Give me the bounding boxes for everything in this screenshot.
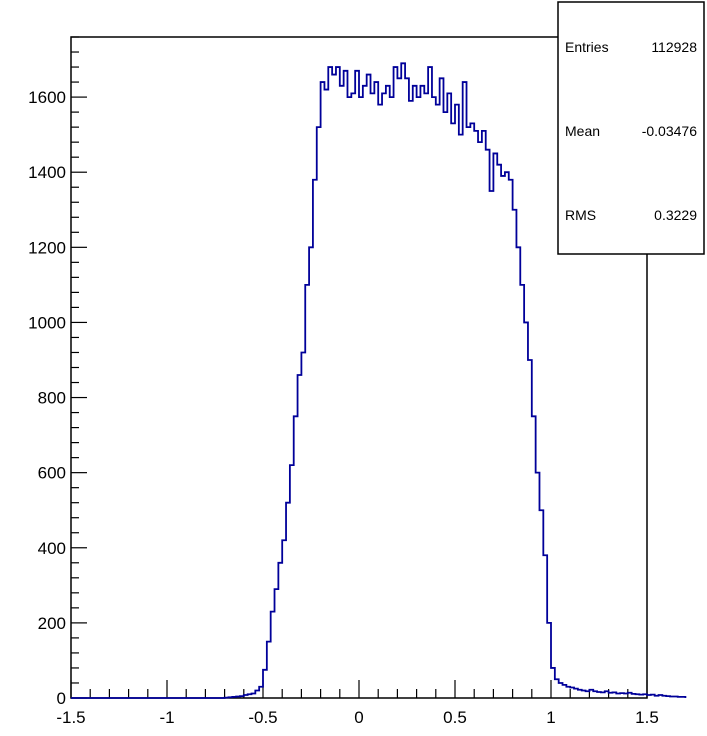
x-tick-label: -1.5 [56,708,85,727]
x-tick-label: 0 [354,708,363,727]
y-tick-label: 600 [38,464,66,483]
rms-value: 0.3229 [654,207,697,223]
y-tick-label: 400 [38,539,66,558]
x-tick-label: -0.5 [248,708,277,727]
x-tick-label: -1 [159,708,174,727]
y-axis: 0 200 400 600 800 1000 1200 1400 1600 [28,36,87,708]
x-axis: -1.5 -1 -0.5 0 0.5 1 1.5 [56,680,659,727]
x-tick-label: 0.5 [443,708,467,727]
stats-box: Entries 112928 Mean -0.03476 RMS 0.3229 [557,1,705,255]
y-tick-label: 800 [38,389,66,408]
mean-value: -0.03476 [642,123,697,139]
rms-label: RMS [565,207,596,223]
y-tick-label: 1000 [28,313,66,332]
stats-box-frame [557,1,705,255]
histogram-line [71,62,687,699]
y-tick-label: 1200 [28,238,66,257]
y-tick-label: 200 [38,614,66,633]
mean-label: Mean [565,123,600,139]
entries-value: 112928 [651,39,697,55]
plot-frame [70,36,648,699]
entries-label: Entries [565,39,609,55]
y-tick-label: 1600 [28,88,66,107]
y-tick-label: 1400 [28,163,66,182]
y-tick-label: 0 [57,689,66,708]
x-tick-label: 1 [546,708,555,727]
x-tick-label: 1.5 [635,708,659,727]
